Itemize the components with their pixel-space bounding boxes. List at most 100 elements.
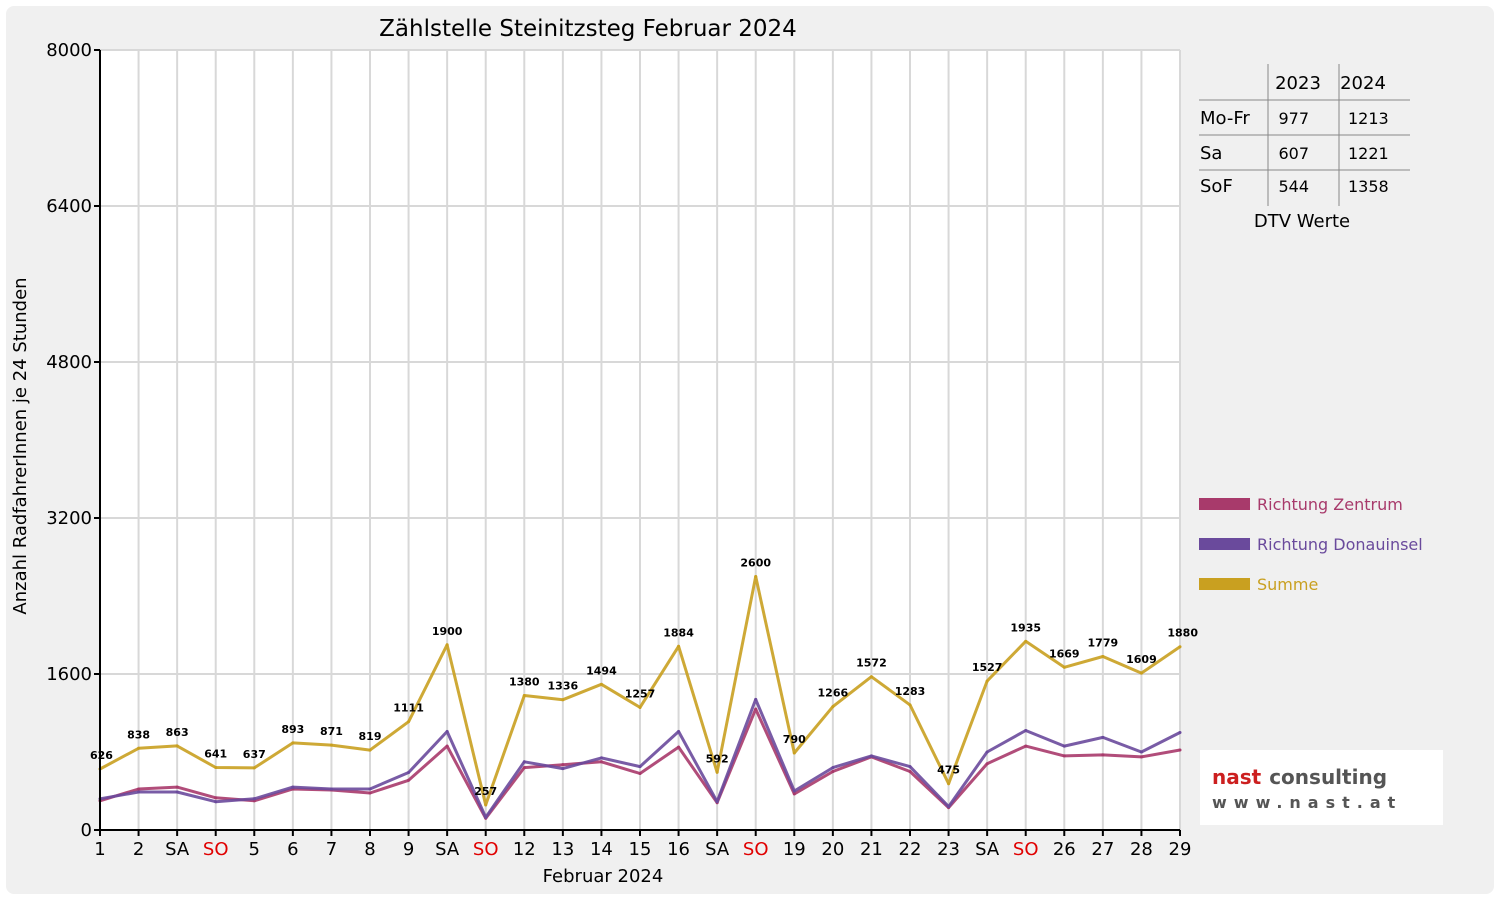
data-point: [445, 643, 449, 647]
data-point: [792, 751, 796, 755]
data-point: [445, 730, 449, 734]
data-label: 475: [937, 764, 960, 777]
x-tick-label: SA: [165, 839, 190, 860]
data-point: [291, 785, 295, 789]
data-point: [561, 698, 565, 702]
legend-swatch: [1199, 538, 1250, 550]
x-tick-label: SO: [1013, 839, 1039, 860]
data-point: [407, 770, 411, 774]
data-point: [329, 787, 333, 791]
data-point: [1139, 671, 1143, 675]
data-label: 1880: [1167, 627, 1198, 640]
table-cell: 977: [1278, 109, 1309, 128]
data-point: [985, 679, 989, 683]
data-point: [599, 756, 603, 760]
x-tick-label: 26: [1053, 839, 1076, 860]
x-axis-title: Februar 2024: [543, 866, 664, 887]
table-cell: 1213: [1348, 109, 1389, 128]
x-tick-label: 16: [667, 839, 690, 860]
data-label: 1494: [586, 664, 617, 677]
data-point: [908, 770, 912, 773]
data-label: 1884: [663, 626, 694, 639]
data-label: 838: [127, 728, 150, 741]
x-tick-label: SA: [435, 839, 460, 860]
data-label: 1266: [818, 687, 849, 700]
data-labels: 626 838 863 641 637 893 871 819 1111 1900 257 1380 1…: [90, 557, 1198, 798]
y-tick-label: 8000: [46, 40, 92, 61]
data-point: [1101, 753, 1105, 757]
table-header-2023: 2023: [1275, 73, 1321, 94]
dtv-table: 2023 2024 Mo-Fr 977 1213 Sa 607 1221 SoF…: [1199, 64, 1410, 232]
data-point: [368, 791, 372, 795]
data-label: 592: [706, 752, 729, 765]
legend-swatch: [1199, 578, 1250, 590]
data-point: [754, 697, 758, 701]
logo-word-nast: nast consulting: [1212, 765, 1387, 789]
data-label: 2600: [740, 557, 771, 570]
data-point: [368, 748, 372, 752]
data-point: [522, 693, 526, 697]
x-tick-label: 28: [1130, 839, 1153, 860]
x-tick-label: SO: [203, 839, 229, 860]
data-point: [522, 766, 526, 770]
data-label: 626: [90, 749, 113, 762]
data-point: [1024, 729, 1028, 733]
data-point: [368, 787, 372, 791]
data-point: [137, 787, 141, 791]
x-tick-label: 12: [513, 839, 536, 860]
data-point: [831, 770, 835, 773]
data-point: [484, 803, 488, 807]
y-tick-label: 1600: [46, 664, 92, 685]
data-point: [252, 797, 256, 801]
x-tick-label: 19: [783, 839, 806, 860]
table-row-label: Sa: [1200, 143, 1222, 164]
data-label: 819: [359, 730, 382, 743]
data-point: [869, 754, 873, 758]
data-point: [1139, 750, 1143, 754]
legend: Richtung Zentrum Richtung Donauinsel Summe: [1199, 495, 1423, 594]
data-label: 641: [204, 748, 227, 761]
y-tick-label: 3200: [46, 508, 92, 529]
series-lines: [98, 575, 1182, 820]
data-point: [291, 741, 295, 745]
data-point: [1139, 755, 1143, 759]
data-point: [407, 720, 411, 724]
data-point: [175, 785, 179, 789]
data-point: [175, 744, 179, 748]
x-tick-label: 22: [899, 839, 922, 860]
data-point: [1101, 655, 1105, 659]
data-label: 1283: [895, 685, 926, 698]
data-point: [1062, 754, 1066, 758]
data-point: [947, 805, 951, 809]
data-point: [677, 644, 681, 648]
data-point: [214, 800, 218, 804]
legend-label: Summe: [1257, 575, 1318, 594]
data-label: 863: [166, 726, 189, 739]
x-tick-label: 7: [326, 839, 337, 860]
data-label: 1900: [432, 625, 463, 638]
data-point: [1024, 744, 1028, 748]
data-point: [638, 765, 642, 769]
x-tick-label: SA: [975, 839, 1000, 860]
line-chart: Zählstelle Steinitzsteg Februar 2024 626…: [10, 16, 1443, 887]
table-cell: 607: [1278, 144, 1309, 163]
y-axis-title: Anzahl RadfahrerInnen je 24 Stunden: [10, 277, 31, 614]
data-point: [792, 792, 796, 796]
x-tick-label: 8: [364, 839, 375, 860]
data-label: 1935: [1010, 621, 1041, 634]
data-point: [985, 750, 989, 754]
data-label: 637: [243, 748, 266, 761]
data-point: [445, 744, 449, 748]
data-label: 1111: [393, 702, 424, 715]
table-caption: DTV Werte: [1254, 211, 1350, 232]
x-tick-label: 6: [287, 839, 298, 860]
data-point: [599, 760, 603, 764]
data-point: [137, 746, 141, 750]
data-point: [831, 705, 835, 709]
data-label: 1380: [509, 675, 540, 688]
y-tick-label: 0: [81, 820, 92, 841]
x-tick-label: 21: [860, 839, 883, 860]
legend-swatch: [1199, 498, 1250, 510]
x-tick-label: 2: [133, 839, 144, 860]
x-tick-label: 5: [249, 839, 260, 860]
